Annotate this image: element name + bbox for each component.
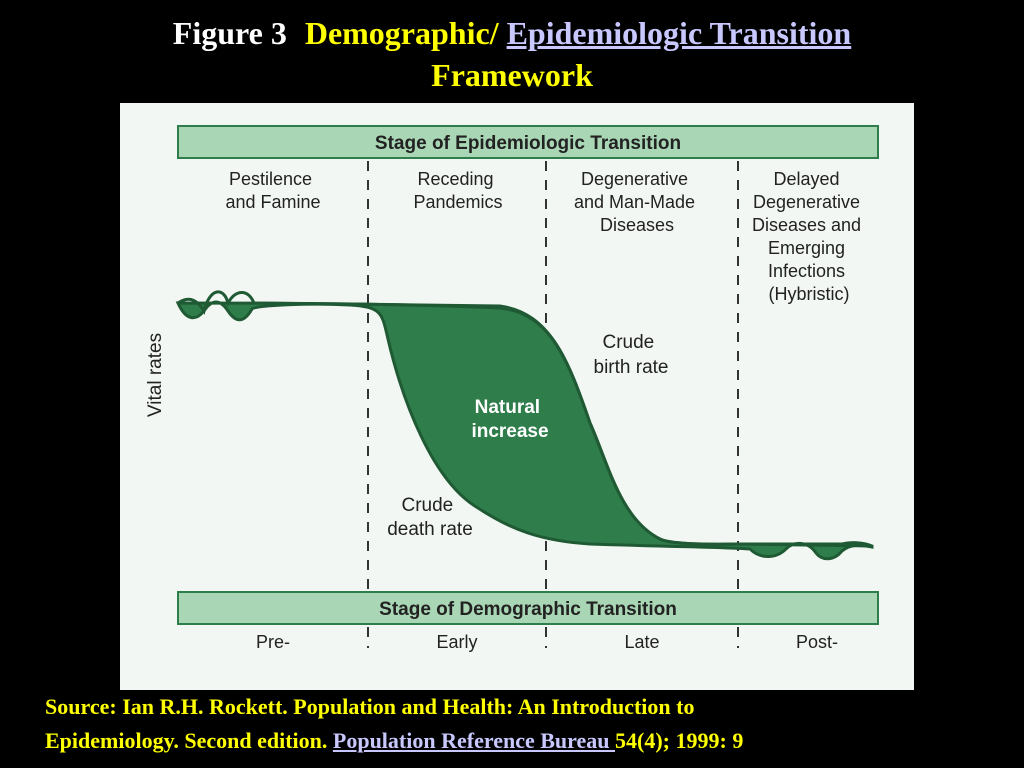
y-axis-label: Vital rates	[145, 333, 166, 417]
demo-header-text: Stage of Demographic Transition	[379, 599, 677, 620]
source-line-2: Epidemiology. Second edition. Population…	[45, 724, 1005, 758]
epi-stage-3: Degenerative and Man-Made Diseases	[574, 169, 700, 235]
demo-stage-early: Early	[436, 632, 477, 652]
epi-stage-4: Delayed Degenerative Diseases and Emergi…	[752, 169, 866, 304]
natural-increase-label: Natural increase	[471, 397, 548, 442]
demo-header-band	[177, 591, 879, 625]
title-line-1: Figure 3 Demographic/ Epidemiologic Trans…	[0, 12, 1024, 54]
slide-title: Figure 3 Demographic/ Epidemiologic Trans…	[0, 12, 1024, 96]
demo-stage-pre: Pre-	[256, 632, 290, 652]
epi-stage-1: Pestilence and Famine	[225, 169, 320, 212]
figure-label: Figure 3	[172, 15, 287, 51]
crude-birth-rate-label: Crude birth rate	[594, 332, 669, 378]
source-citation: Source: Ian R.H. Rockett. Population and…	[45, 690, 1005, 758]
transition-diagram: Stage of Epidemiologic Transition Stage …	[120, 103, 914, 690]
source-line-2-prefix: Epidemiology. Second edition.	[45, 728, 333, 753]
demo-stage-labels: Pre- Early Late Post-	[256, 632, 838, 652]
diagram-svg: Stage of Epidemiologic Transition Stage …	[145, 125, 879, 652]
epi-stage-labels: Pestilence and Famine Receding Pandemics…	[225, 169, 866, 304]
demo-stage-late: Late	[624, 632, 659, 652]
title-part-1: Demographic/	[304, 15, 499, 51]
crude-birth-rate-line	[177, 290, 873, 548]
title-link[interactable]: Epidemiologic Transition	[506, 15, 852, 51]
epi-stage-2: Receding Pandemics	[413, 169, 502, 212]
source-line-2-suffix: 54(4); 1999: 9	[615, 728, 744, 753]
title-line-2: Framework	[431, 57, 593, 93]
source-line-1: Source: Ian R.H. Rockett. Population and…	[45, 694, 695, 719]
epi-header-text: Stage of Epidemiologic Transition	[375, 133, 681, 154]
epi-header-band	[177, 125, 879, 159]
demo-stage-post: Post-	[796, 632, 838, 652]
source-link[interactable]: Population Reference Bureau	[332, 728, 616, 753]
crude-death-rate-label: Crude death rate	[387, 495, 473, 540]
